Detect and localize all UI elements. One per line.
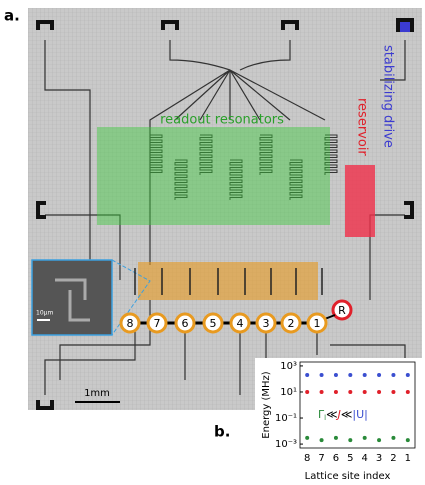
x-tick-label: 3 xyxy=(376,453,382,464)
point xyxy=(363,390,367,394)
point xyxy=(391,373,395,377)
point xyxy=(377,373,381,377)
readout-region xyxy=(97,127,330,225)
sem-inset xyxy=(32,260,112,335)
x-tick-label: 5 xyxy=(347,453,353,464)
drive-label: stabilizing drive xyxy=(381,45,396,148)
point xyxy=(348,373,352,377)
point xyxy=(320,438,324,442)
site-label: 8 xyxy=(127,317,134,330)
point xyxy=(305,436,309,440)
x-tick-label: 8 xyxy=(304,453,310,464)
inset-scale-label: 10μm xyxy=(36,310,53,317)
point xyxy=(320,373,324,377)
point xyxy=(320,390,324,394)
x-axis-label: Lattice site index xyxy=(305,471,391,482)
site-label: 7 xyxy=(154,317,161,330)
point xyxy=(363,373,367,377)
x-tick-label: 7 xyxy=(318,453,324,464)
x-tick-label: 2 xyxy=(390,453,396,464)
y-tick-label: 10³ xyxy=(280,361,297,372)
annotation: Γl≪J≪|U| xyxy=(318,408,368,422)
reservoir-label: reservoir xyxy=(355,98,370,156)
reservoir-region xyxy=(345,165,375,237)
y-tick-label: 10⁻³ xyxy=(275,439,297,450)
y-axis-label: Energy (MHz) xyxy=(261,371,272,438)
annotation-part: |U| xyxy=(352,408,367,421)
y-tick-label: 10⁻¹ xyxy=(275,413,297,424)
point xyxy=(377,438,381,442)
point xyxy=(305,390,309,394)
point xyxy=(305,373,309,377)
site-label: 2 xyxy=(288,317,295,330)
panel-label: a. xyxy=(4,7,20,25)
point xyxy=(334,373,338,377)
point xyxy=(377,390,381,394)
point xyxy=(348,390,352,394)
site-label: 5 xyxy=(210,317,217,330)
scale-bar-label: 1mm xyxy=(84,388,110,399)
point xyxy=(406,390,410,394)
x-tick-label: 6 xyxy=(333,453,339,464)
panel-label: b. xyxy=(214,423,230,441)
lattice-region xyxy=(138,262,318,300)
site-label: 3 xyxy=(263,317,270,330)
point xyxy=(363,436,367,440)
point xyxy=(406,373,410,377)
reservoir-site-label: R xyxy=(338,304,346,317)
annotation-part: ≪ xyxy=(326,408,338,421)
point xyxy=(391,436,395,440)
point xyxy=(334,436,338,440)
point xyxy=(348,438,352,442)
point xyxy=(406,438,410,442)
site-label: 1 xyxy=(314,317,321,330)
point xyxy=(334,390,338,394)
figure: a. readout resonators reservoir stabiliz… xyxy=(0,0,425,485)
readout-label: readout resonators xyxy=(160,113,284,128)
site-label: 4 xyxy=(237,317,244,330)
y-tick-label: 10¹ xyxy=(280,387,297,398)
point xyxy=(391,390,395,394)
site-label: 6 xyxy=(182,317,189,330)
annotation-part: ≪ xyxy=(341,408,353,421)
x-tick-label: 1 xyxy=(405,453,411,464)
x-tick-label: 4 xyxy=(362,453,368,464)
